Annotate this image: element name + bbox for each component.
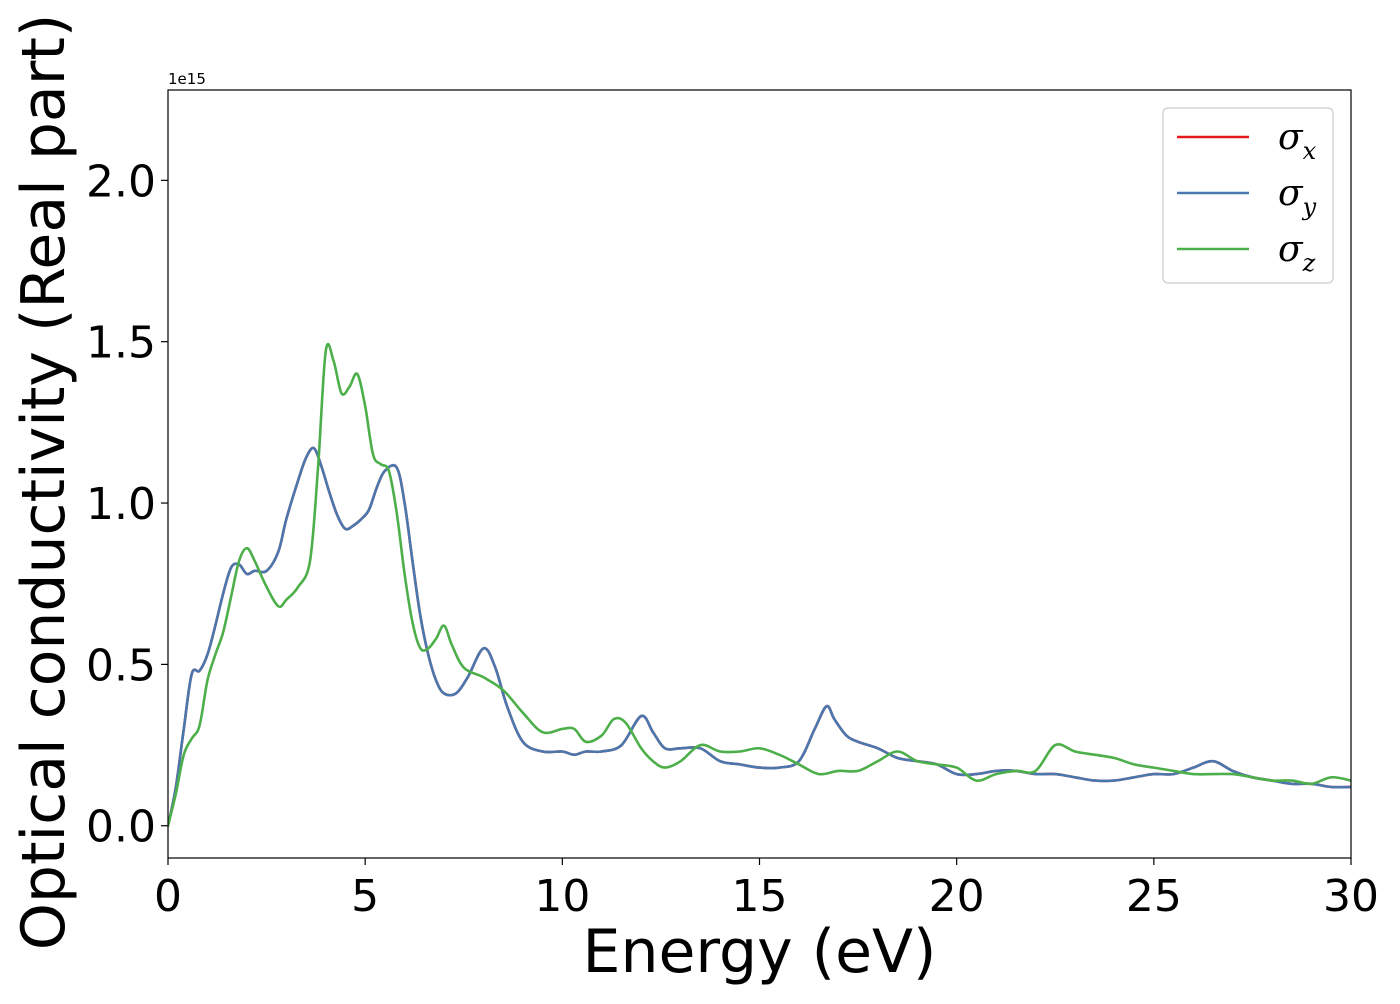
x-tick-label: 10 [534,871,590,922]
x-axis-label: Energy (eV) [583,917,937,987]
x-tick-label: 0 [154,871,182,922]
legend: σx σy σz [1162,107,1334,284]
legend-label: σy [1278,173,1317,221]
x-tick-label: 5 [351,871,379,922]
x-tick-label: 15 [732,871,788,922]
legend-label: σx [1278,117,1317,165]
y-axis: 0.0 0.5 1.0 1.5 2.0 [86,156,168,853]
legend-item-z: σz [1177,229,1316,277]
y-tick-label: 0.0 [86,802,156,853]
y-tick-label: 2.0 [86,156,156,207]
y-axis-multiplier: 1e15 [168,70,206,88]
series-line-y [168,446,1351,827]
y-tick-label: 0.5 [86,640,156,691]
x-axis: 0 5 10 15 20 25 30 [154,858,1379,922]
series-line-z [168,342,1351,827]
y-tick-label: 1.5 [86,318,156,369]
series-layer [168,342,1351,827]
legend-box [1162,107,1334,284]
x-tick-label: 30 [1323,871,1379,922]
y-axis-label: Optical conductivity (Real part) [9,14,79,951]
y-tick-label: 1.0 [86,479,156,530]
x-tick-label: 20 [929,871,985,922]
series-line-x [168,446,1351,827]
legend-item-x: σx [1177,117,1317,165]
x-tick-label: 25 [1126,871,1182,922]
legend-label: σz [1278,229,1316,277]
legend-item-y: σy [1177,173,1317,221]
